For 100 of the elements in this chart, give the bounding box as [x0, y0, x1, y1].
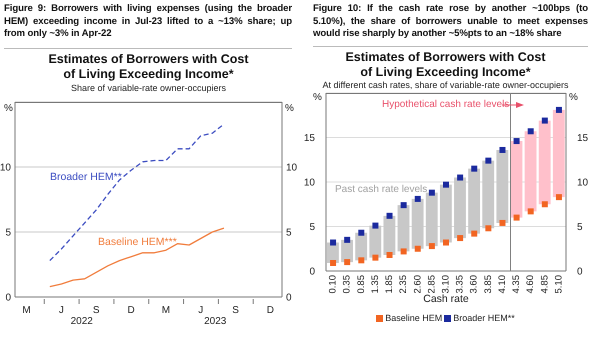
point: [457, 174, 464, 181]
point: [471, 230, 478, 237]
x-axis-title: Cash rate: [422, 293, 470, 305]
x-tick-label: D: [127, 305, 135, 316]
series-label: Baseline HEM***: [98, 236, 177, 248]
bar: [426, 192, 438, 246]
x-tick-label: 4.85: [539, 275, 550, 294]
bar: [355, 232, 368, 260]
point: [499, 220, 506, 226]
x-tick-label: 2.85: [426, 275, 438, 294]
x-tick-label: 0.35: [342, 275, 353, 294]
x-tick-label: D: [266, 305, 274, 316]
x-tick-label: 4.35: [511, 275, 522, 294]
point: [414, 246, 421, 252]
legend-label: Baseline HEM: [384, 313, 442, 323]
y2-tick-label: 5: [577, 222, 583, 234]
x-tick-label: 4.10: [496, 275, 508, 294]
x-tick-label: 0.10: [328, 275, 339, 294]
y-tick-label: 10: [0, 162, 12, 174]
point: [372, 222, 378, 229]
y-tick-label: 15: [304, 133, 316, 144]
point: [386, 252, 393, 258]
x-tick-label: 1.35: [370, 275, 381, 294]
y2-tick-label: 10: [286, 162, 298, 174]
point: [344, 236, 350, 243]
point: [386, 212, 393, 219]
bar: [552, 110, 565, 198]
x-tick-label: S: [92, 305, 100, 316]
x-tick-label: S: [232, 305, 240, 316]
x-tick-label: J: [58, 305, 64, 316]
y2-tick-label: 15: [577, 133, 589, 144]
text: 2023: [203, 316, 228, 327]
point: [556, 106, 562, 113]
point: [542, 201, 548, 208]
point: [400, 202, 407, 208]
chart-title: Estimates of Borrowers with Cost of Living Exceeding Income*: [344, 50, 547, 80]
caption: Figure 10: If the cash rate rose by another ~100bps (to 5.10%), the share of borrowers unable to meet expenses would rise sharply by another ~5%pts to an ~18% share: [313, 3, 588, 40]
x-tick-label: 0.85: [356, 275, 367, 294]
x-tick-label: 1.85: [384, 275, 396, 294]
bar: [538, 120, 551, 204]
x-tick-label: 4.60: [525, 275, 536, 294]
y-tick-label: 10: [304, 178, 316, 189]
y-axis-title: %: [4, 103, 13, 114]
y2-tick-label: 5: [286, 228, 292, 239]
y2-tick-label: 0: [577, 266, 583, 278]
y2-axis-title: %: [569, 92, 578, 103]
chart-subtitle: At different cash rates, share of variable-rate owner-occupiers: [322, 80, 570, 90]
point: [330, 240, 336, 246]
point: [358, 257, 364, 264]
point: [528, 208, 534, 214]
x-tick-label: 3.85: [482, 275, 494, 294]
text: 2022: [70, 316, 94, 327]
point: [428, 243, 435, 250]
series-label: Broader HEM**: [50, 171, 122, 183]
point: [330, 260, 336, 266]
chart-title: Estimates of Borrowers with Cost of Living Exceeding Income*: [47, 52, 250, 82]
x-tick-label: M: [162, 305, 170, 316]
line-series: [49, 123, 225, 262]
point: [514, 138, 520, 144]
bar: [468, 168, 480, 234]
point: [443, 240, 449, 246]
y-tick-label: 5: [309, 222, 316, 234]
point: [556, 194, 562, 200]
x-tick-label: 3.10: [440, 275, 452, 294]
x-tick-label: 2.35: [398, 275, 410, 294]
bar: [383, 216, 396, 255]
bar: [482, 160, 494, 228]
point: [344, 259, 350, 266]
point: [542, 118, 548, 124]
chart-subtitle: Share of variable-rate owner-occupiers: [70, 83, 228, 93]
line-series: [49, 227, 225, 288]
y2-tick-label: 0: [286, 292, 292, 304]
x-tick-label: 5.10: [553, 275, 564, 294]
point: [471, 166, 478, 172]
x-tick-label: 3.35: [454, 275, 466, 294]
point: [514, 214, 520, 221]
x-tick-label: M: [22, 305, 31, 316]
y-tick-label: 0: [5, 292, 12, 304]
y-tick-label: 0: [309, 266, 316, 278]
point: [485, 225, 492, 232]
point: [443, 182, 449, 188]
point: [400, 248, 407, 254]
caption: Figure 9: Borrowers with living expenses (using the broader HEM) exceeding income in Jul-23 lifted to a ~13% share; up from only ~3% in Apr-22: [4, 3, 292, 40]
point: [372, 254, 378, 261]
bar: [440, 184, 452, 243]
x-tick-label: 3.60: [468, 275, 480, 294]
x-tick-label: 2.60: [412, 275, 424, 294]
x-tick-label: J: [198, 305, 204, 316]
annotation: Hypothetical cash rate levels: [382, 99, 510, 110]
y2-tick-label: 10: [577, 178, 589, 189]
legend-label: Broader HEM**: [452, 313, 515, 323]
bar: [510, 141, 522, 218]
bar: [412, 198, 424, 249]
point: [428, 190, 435, 196]
point: [485, 158, 492, 164]
y2-axis-title: %: [285, 103, 294, 114]
bar: [496, 150, 508, 223]
point: [358, 230, 364, 236]
point: [414, 196, 421, 202]
bar: [454, 178, 466, 238]
